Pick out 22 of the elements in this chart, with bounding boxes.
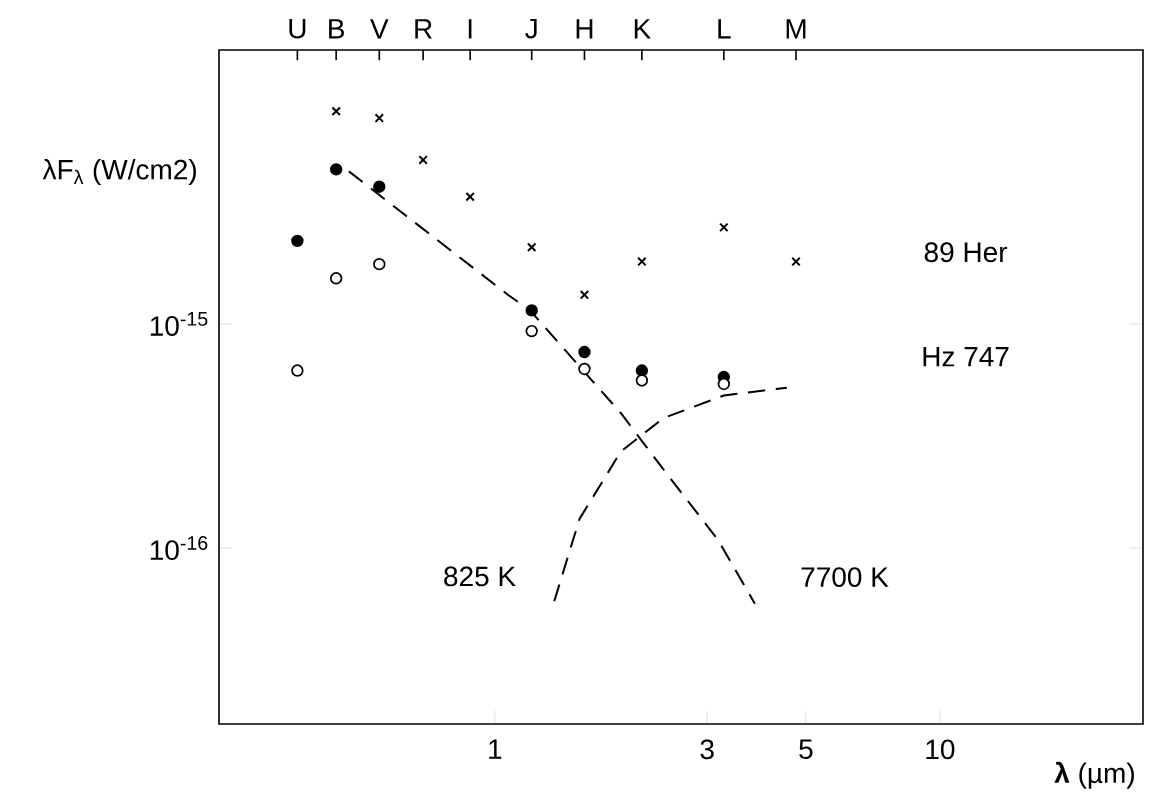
text: R (415, 19, 432, 39)
text: M (786, 19, 806, 39)
text: V (370, 19, 389, 39)
text: U (289, 18, 306, 39)
annotation: 89 Her (924, 242, 1008, 263)
text: L (718, 19, 731, 39)
annotation: 7700 K (801, 567, 889, 588)
y-axis-title: λF$_{λ}$ (W/cm2) (42, 158, 196, 186)
text: B (329, 19, 345, 39)
x-tick-label: 1 (489, 739, 502, 759)
text: I (468, 19, 472, 39)
y-tick-label: 10$^{-15}$ (150, 312, 208, 336)
text: H (576, 19, 593, 39)
x-axis-title: λ (µm) (1054, 761, 1134, 789)
text: J (525, 18, 537, 39)
y-tick-label: 10$^{-16}$ (150, 536, 208, 561)
x-tick-label: 5 (799, 739, 813, 760)
annotation: Hz 747 (923, 347, 1009, 367)
text: K (634, 19, 651, 39)
x-tick-label: 3 (700, 739, 714, 760)
x-tick-label: 10 (926, 739, 955, 760)
annotation: 825 K (444, 566, 516, 587)
